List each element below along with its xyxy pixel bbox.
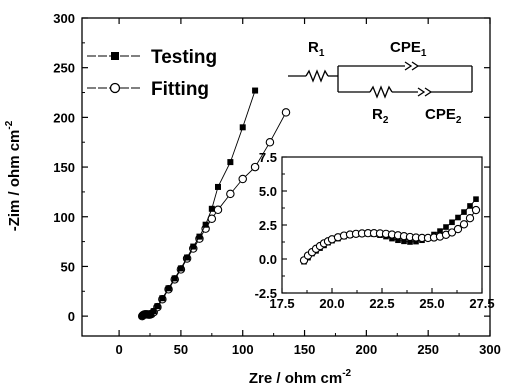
- main-plot-marks: [137, 87, 291, 321]
- y-tick-label: 300: [53, 11, 75, 26]
- inset-y-tick-label: -2.5: [255, 286, 277, 301]
- inset-fitting-series-point: [459, 220, 469, 229]
- fitting-series-point: [238, 174, 247, 184]
- y-tick-label: 50: [61, 259, 75, 274]
- testing-series-line: [141, 90, 256, 317]
- label-r1: R1: [308, 39, 325, 59]
- equivalent-circuit-diagram: [288, 61, 473, 99]
- y-axis-title-sup: -2: [4, 120, 15, 129]
- legend-testing-label: Testing: [151, 47, 217, 68]
- main-plot-frame: [81, 17, 491, 337]
- testing-series-point: [165, 285, 172, 292]
- testing-series-point: [252, 87, 259, 94]
- legend-fitting-label: Fitting: [151, 79, 209, 100]
- testing-series-point: [196, 233, 203, 240]
- testing-series-point: [159, 295, 166, 302]
- x-tick-label: 250: [417, 342, 439, 357]
- label-r2-text: R: [372, 106, 383, 123]
- fitting-series-point: [265, 137, 275, 147]
- testing-series-point: [208, 205, 215, 212]
- inset-testing-series-point: [437, 228, 443, 234]
- x-axis-title-text: Zre / ohm cm: [249, 370, 342, 387]
- label-r2-sub: 2: [383, 115, 389, 126]
- inset-testing-series-point: [455, 214, 461, 221]
- inset-x-tick-label: 27.5: [469, 296, 494, 311]
- fitting-series-point: [281, 108, 291, 117]
- main-axis-ticks: 0 50 100 150 200 250 300 0 50 100 150 200 250 300: [53, 11, 501, 357]
- testing-series-point: [177, 265, 184, 272]
- inset-x-tick-label: 17.5: [269, 296, 294, 311]
- inset-testing-series-point: [473, 196, 479, 202]
- y-tick-label: 150: [53, 160, 75, 175]
- inset-y-tick-label: 5.0: [259, 184, 277, 199]
- cpe2-symbol: [417, 87, 426, 97]
- x-axis-title-sup: -2: [342, 368, 351, 379]
- testing-series-point: [227, 159, 234, 166]
- inset-plot-marks: [299, 196, 481, 265]
- x-tick-label: 150: [294, 342, 316, 357]
- inset-testing-series-point: [443, 224, 449, 230]
- inset-x-tick-label: 20.0: [319, 296, 344, 311]
- legend-fitting-marker: [109, 82, 121, 94]
- inset-testing-series-point: [461, 209, 467, 215]
- y-axis-title-text: -Zim / ohm cm: [6, 130, 23, 232]
- testing-series-point: [150, 308, 157, 315]
- inset-testing-series-point: [395, 237, 401, 244]
- testing-series-point: [239, 124, 246, 131]
- inset-y-tick-label: 0.0: [259, 252, 277, 267]
- inset-x-tick-label: 22.5: [369, 296, 394, 311]
- label-cpe1-sub: 1: [421, 48, 427, 59]
- cpe1-symbol: [404, 61, 413, 71]
- resistor-r1-symbol: [305, 69, 329, 83]
- x-tick-label: 100: [232, 342, 254, 357]
- inset-testing-series-point: [449, 219, 455, 226]
- inset-testing-series-point: [467, 203, 473, 209]
- y-tick-label: 200: [53, 110, 75, 125]
- inset-x-tick-label: 25.0: [419, 296, 444, 311]
- label-cpe1: CPE1: [390, 39, 427, 59]
- testing-series-point: [190, 243, 197, 250]
- inset-fitting-series-point: [465, 214, 475, 223]
- y-axis-title: -Zim / ohm cm-2: [4, 120, 23, 231]
- testing-series-point: [184, 254, 191, 261]
- inset-testing-series-point: [407, 239, 413, 245]
- cpe1-symbol-second: [411, 61, 420, 71]
- x-axis-title: Zre / ohm cm-2: [249, 368, 352, 387]
- resistor-r2-symbol: [369, 85, 393, 99]
- fitting-series-point: [250, 162, 260, 172]
- fitting-series-point: [226, 189, 235, 199]
- testing-series-point: [215, 183, 221, 190]
- label-r2: R2: [372, 106, 389, 126]
- x-tick-label: 50: [174, 342, 188, 357]
- cpe2-symbol-second: [424, 87, 433, 97]
- inset-fitting-series-point: [453, 224, 463, 234]
- inset-y-tick-label: 7.5: [259, 150, 277, 165]
- x-tick-label: 0: [115, 342, 122, 357]
- y-tick-label: 100: [53, 210, 75, 225]
- inset-fitting-series-point: [447, 228, 457, 237]
- testing-series-point: [202, 221, 209, 228]
- inset-fitting-series-point: [471, 205, 481, 215]
- legend: Testing Fitting: [87, 47, 217, 100]
- x-tick-label: 200: [356, 342, 378, 357]
- label-r1-sub: 1: [319, 48, 325, 59]
- label-cpe2-sub: 2: [456, 115, 462, 126]
- y-tick-label: 0: [68, 309, 75, 324]
- y-tick-label: 250: [53, 61, 75, 76]
- inset-testing-series-point: [401, 238, 407, 245]
- testing-series-point: [154, 303, 161, 310]
- label-cpe2: CPE2: [425, 106, 462, 126]
- label-cpe2-text: CPE: [425, 106, 456, 123]
- testing-series-point: [171, 275, 178, 282]
- fitting-series-point: [213, 205, 223, 215]
- inset-y-tick-label: 2.5: [259, 218, 277, 233]
- inset-plot-frame: [281, 156, 483, 294]
- label-r1-text: R: [308, 39, 319, 56]
- legend-testing-marker: [111, 52, 119, 60]
- label-cpe1-text: CPE: [390, 39, 421, 56]
- inset-axis-ticks: 17.5 20.0 22.5 25.0 27.5 -2.5 0.0 2.5 5.0 7.5: [255, 150, 495, 311]
- x-tick-label: 300: [479, 342, 501, 357]
